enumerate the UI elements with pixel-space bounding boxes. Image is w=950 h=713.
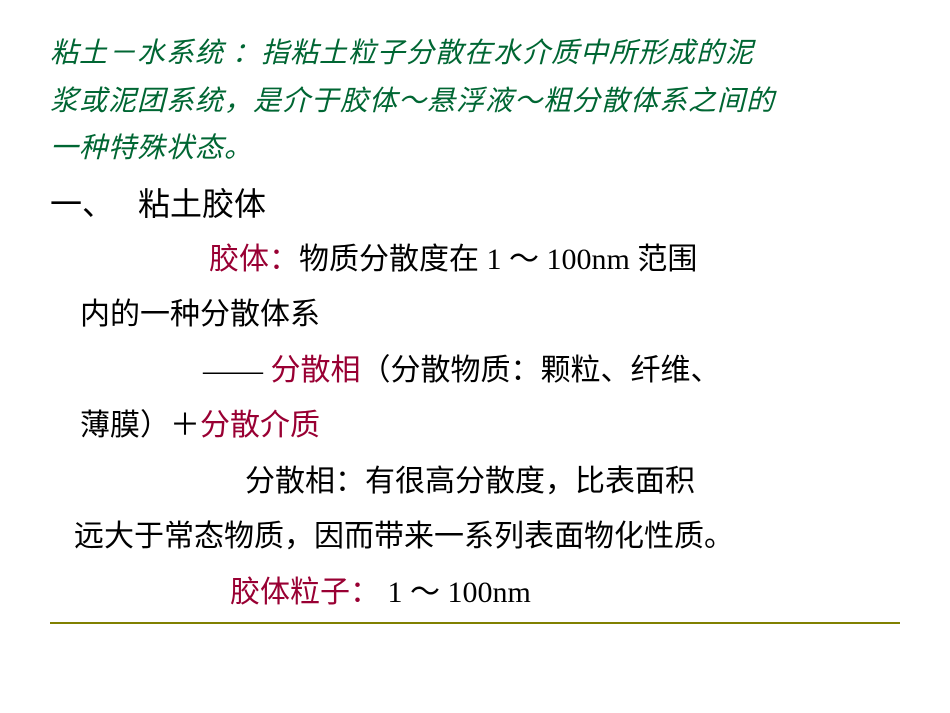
para4-line: 胶体粒子： 1 ～ 100nm [50,565,900,621]
body-content: 胶体：物质分散度在 1 ～ 100nm 范围 内的一种分散体系 —— 分散相（分… [50,232,900,621]
heading-title: 粘土胶体 [138,186,266,222]
intro-line-1: 粘土－水系统 ：指粘土粒子分散在水介质中所形成的泥 [50,30,900,78]
para1-line1: 胶体：物质分散度在 1 ～ 100nm 范围 [50,232,900,288]
intro-line-2: 浆或泥团系统，是介于胶体～悬浮液～粗分散体系之间的 [50,78,900,126]
para3-line2: 远大于常态物质，因而带来一系列表面物化性质。 [50,509,900,565]
term-jiaoti-lizi: 胶体粒子： [230,576,380,609]
term-fensanjiezhi: 分散介质 [200,409,320,442]
heading-number: 一、 [50,186,114,222]
slide-container: 粘土－水系统 ：指粘土粒子分散在水介质中所形成的泥 浆或泥团系统，是介于胶体～悬… [0,0,950,713]
para1-rest1: 物质分散度在 1 ～ 100nm 范围 [299,243,697,276]
intro-paragraph: 粘土－水系统 ：指粘土粒子分散在水介质中所形成的泥 浆或泥团系统，是介于胶体～悬… [50,30,900,173]
section-heading: 一、 粘土胶体 [50,179,900,230]
para1-line2: 内的一种分散体系 [50,287,900,343]
intro-line-3: 一种特殊状态。 [50,125,900,173]
para2-cont1: 薄膜）＋ [80,409,200,442]
term-fensanxiang: 分散相 [271,354,361,387]
term-jiaoti: 胶体： [209,243,299,276]
para2-line1: —— 分散相（分散物质：颗粒、纤维、 [50,343,900,399]
dash: —— [203,354,271,387]
para2-line2: 薄膜）＋分散介质 [50,398,900,454]
para3-line1: 分散相：有很高分散度，比表面积 [50,454,900,510]
bottom-rule [50,622,900,624]
para4-rest: 1 ～ 100nm [380,576,531,609]
para2-mid: （分散物质：颗粒、纤维、 [361,354,721,387]
